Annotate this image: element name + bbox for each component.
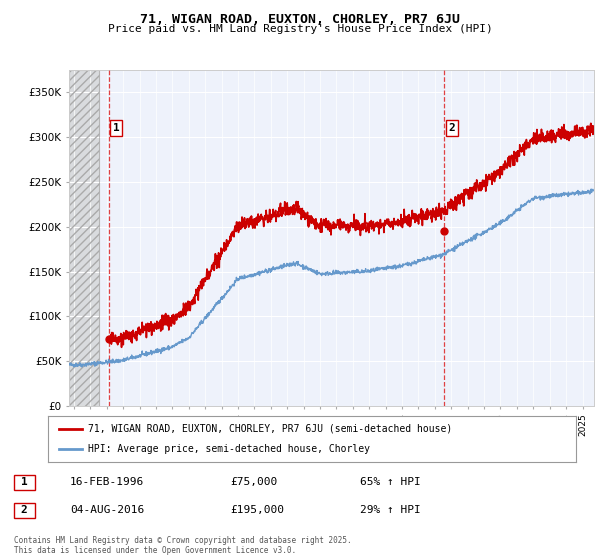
Text: 71, WIGAN ROAD, EUXTON, CHORLEY, PR7 6JU: 71, WIGAN ROAD, EUXTON, CHORLEY, PR7 6JU — [140, 13, 460, 26]
Text: 04-AUG-2016: 04-AUG-2016 — [70, 505, 144, 515]
Bar — [69, 70, 98, 406]
Text: 2: 2 — [448, 123, 455, 133]
Text: 29% ↑ HPI: 29% ↑ HPI — [360, 505, 421, 515]
FancyBboxPatch shape — [14, 502, 35, 517]
Text: 16-FEB-1996: 16-FEB-1996 — [70, 477, 144, 487]
Text: 2: 2 — [20, 505, 28, 515]
FancyBboxPatch shape — [14, 474, 35, 489]
Text: Price paid vs. HM Land Registry's House Price Index (HPI): Price paid vs. HM Land Registry's House … — [107, 24, 493, 34]
Text: 71, WIGAN ROAD, EUXTON, CHORLEY, PR7 6JU (semi-detached house): 71, WIGAN ROAD, EUXTON, CHORLEY, PR7 6JU… — [88, 424, 452, 434]
Text: 1: 1 — [20, 477, 28, 487]
Text: 65% ↑ HPI: 65% ↑ HPI — [360, 477, 421, 487]
Text: Contains HM Land Registry data © Crown copyright and database right 2025.
This d: Contains HM Land Registry data © Crown c… — [14, 536, 352, 556]
Bar — [69, 70, 98, 406]
Text: HPI: Average price, semi-detached house, Chorley: HPI: Average price, semi-detached house,… — [88, 444, 370, 454]
Text: £195,000: £195,000 — [230, 505, 284, 515]
Text: 1: 1 — [113, 123, 119, 133]
Text: £75,000: £75,000 — [230, 477, 277, 487]
